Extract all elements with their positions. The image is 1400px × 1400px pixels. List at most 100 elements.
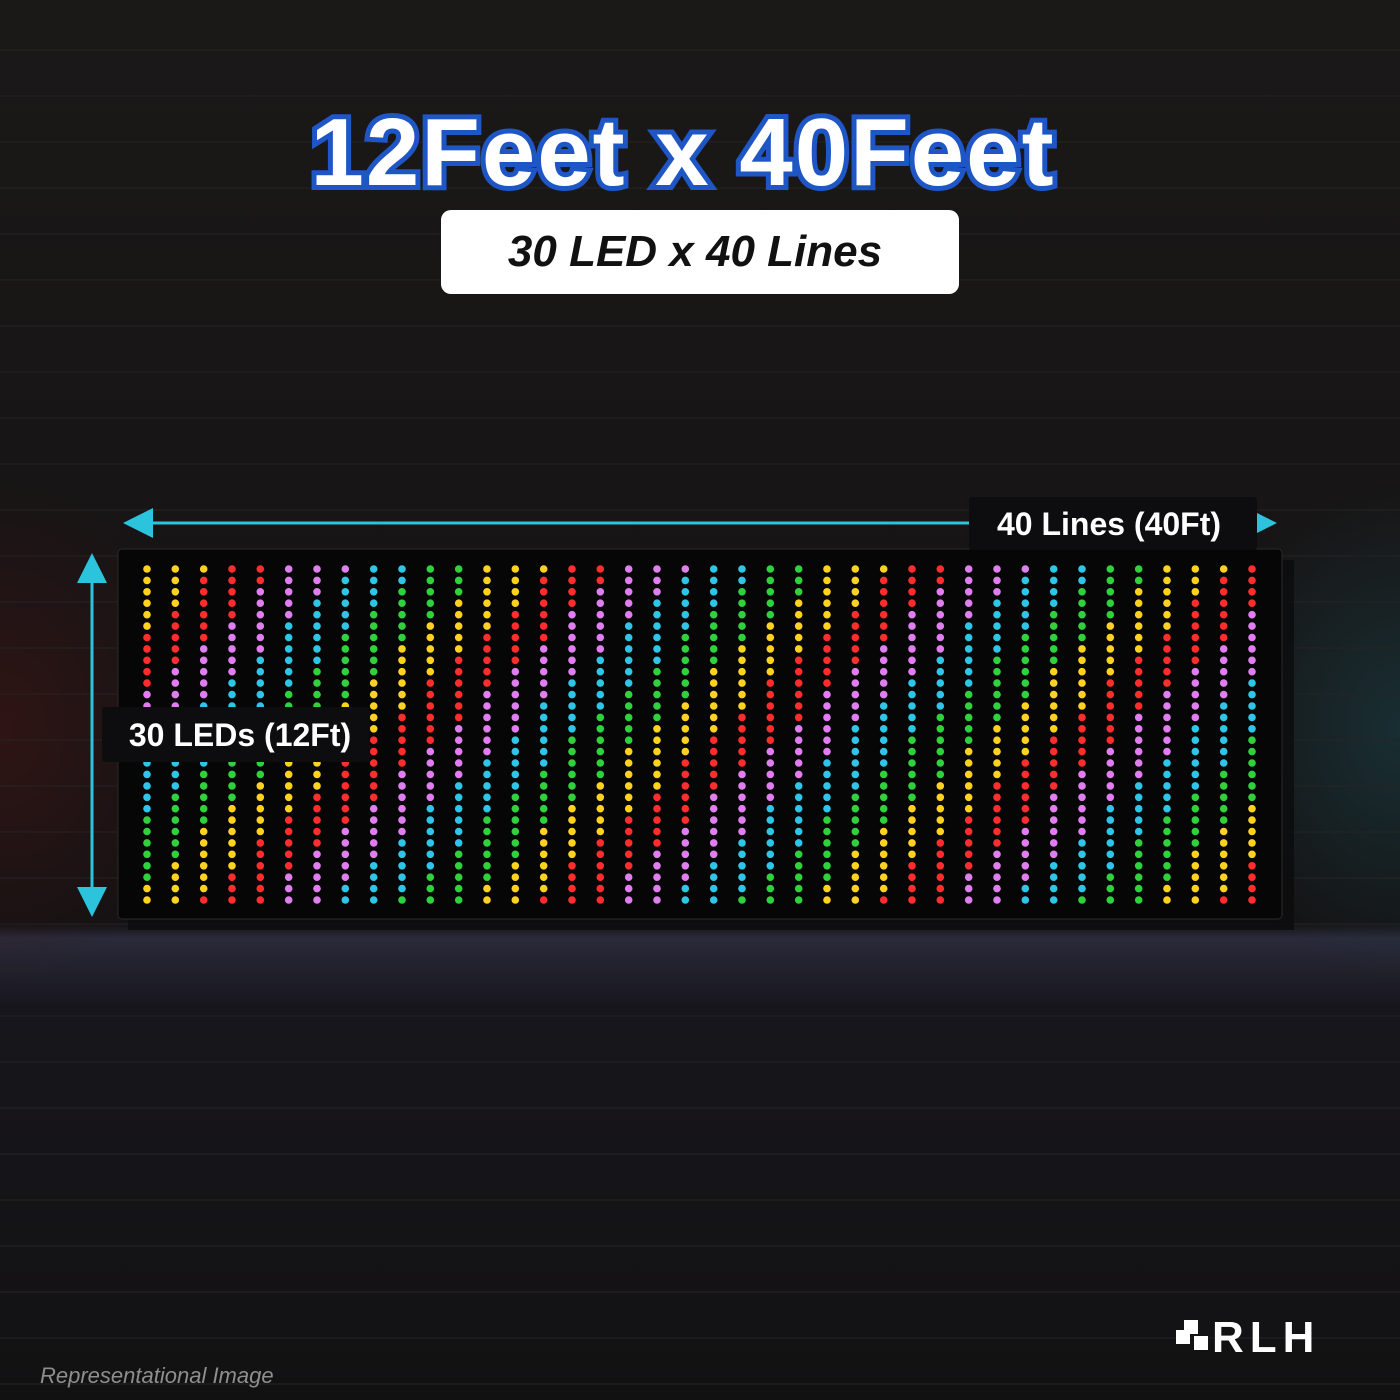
led [1191, 896, 1200, 904]
led [568, 645, 576, 653]
led [624, 645, 633, 653]
led [851, 884, 860, 893]
led [1078, 896, 1086, 904]
led [1106, 667, 1115, 676]
led [823, 588, 831, 596]
led [369, 679, 378, 687]
led [851, 816, 860, 824]
led [228, 850, 236, 859]
led [1078, 702, 1086, 710]
led [568, 599, 576, 607]
led [1191, 873, 1200, 881]
led [738, 827, 746, 836]
led [681, 782, 690, 790]
led [454, 633, 463, 642]
led [794, 576, 803, 585]
led [681, 862, 690, 870]
led [1049, 645, 1058, 653]
led [766, 850, 775, 859]
led [341, 873, 350, 881]
led [369, 850, 378, 859]
led [511, 759, 520, 767]
led [1078, 793, 1086, 802]
led [908, 633, 916, 642]
led [851, 565, 860, 573]
led [936, 827, 945, 836]
led [398, 782, 406, 790]
led [936, 793, 945, 802]
led [1021, 679, 1030, 687]
led [483, 873, 491, 881]
led [1134, 827, 1143, 836]
led [171, 622, 180, 630]
led [596, 850, 605, 859]
led [483, 850, 491, 859]
led [738, 645, 746, 653]
led [1049, 759, 1058, 767]
led [398, 804, 406, 813]
led [624, 679, 633, 687]
led [454, 804, 463, 813]
led [908, 770, 916, 779]
led [398, 610, 406, 619]
led [851, 862, 860, 870]
led [483, 725, 491, 733]
led [1134, 850, 1143, 859]
led [681, 599, 690, 607]
led [1134, 565, 1143, 573]
led [1021, 713, 1030, 722]
led [284, 679, 293, 687]
led [1021, 747, 1030, 756]
led [1191, 656, 1200, 665]
led [964, 713, 973, 722]
led [398, 690, 406, 699]
led [511, 690, 520, 699]
led [398, 896, 406, 904]
led [1219, 713, 1228, 722]
led [284, 645, 293, 653]
led [653, 679, 661, 687]
led [851, 827, 860, 836]
led [879, 610, 888, 619]
led [624, 576, 633, 585]
title: 12Feet x 40Feet [310, 99, 1055, 206]
led [369, 656, 378, 665]
led [596, 599, 605, 607]
led [199, 565, 208, 573]
led [483, 633, 491, 642]
led [908, 782, 916, 790]
led [766, 884, 775, 893]
led [936, 862, 945, 870]
led [1049, 679, 1058, 687]
led [738, 873, 746, 881]
led [653, 884, 661, 893]
led [823, 565, 831, 573]
led [1106, 679, 1115, 687]
led [199, 896, 208, 904]
led [936, 759, 945, 767]
led [1021, 690, 1030, 699]
led [738, 599, 746, 607]
led [199, 633, 208, 642]
led [1021, 804, 1030, 813]
led [483, 667, 491, 676]
led [1021, 884, 1030, 893]
led [624, 759, 633, 767]
led [624, 667, 633, 676]
led [568, 622, 576, 630]
led [993, 599, 1001, 607]
led [1049, 667, 1058, 676]
led [1163, 782, 1171, 790]
led [738, 839, 746, 847]
led [1163, 610, 1171, 619]
led [539, 862, 548, 870]
led [313, 793, 321, 802]
led [879, 770, 888, 779]
led [1191, 690, 1200, 699]
led [709, 588, 718, 596]
led [993, 667, 1001, 676]
led [1219, 610, 1228, 619]
led [313, 896, 321, 904]
led [228, 576, 236, 585]
led [964, 827, 973, 836]
